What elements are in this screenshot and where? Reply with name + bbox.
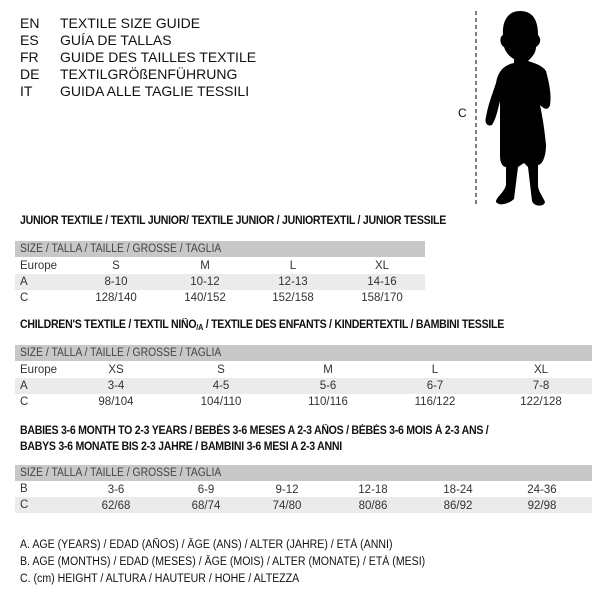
cell: 3-6: [107, 484, 125, 496]
row-label: Europe: [20, 364, 58, 376]
cell: 62/68: [101, 500, 131, 512]
row-label: Europe: [20, 260, 58, 272]
cell: 10-12: [190, 276, 220, 288]
cell: 8-10: [104, 276, 128, 288]
cell: M: [200, 260, 210, 272]
lang-title: GUIDA ALLE TAGLIE TESSILI: [60, 83, 250, 99]
size-header: SIZE / TALLA / TAILLE / GRÖSSE / TAGLIA: [20, 467, 222, 479]
cell: S: [217, 364, 225, 376]
size-header: SIZE / TALLA / TAILLE / GRÖSSE / TAGLIA: [20, 347, 222, 359]
table-header-bar: [15, 241, 425, 257]
note-a: A. AGE (YEARS) / EDAD (AÑOS) / ÂGE (ANS)…: [20, 539, 393, 551]
cell: 6-9: [197, 484, 215, 496]
stripe: [15, 274, 425, 290]
table-header-bar: [15, 465, 592, 481]
row-label: C: [20, 292, 29, 304]
children-title: CHILDREN'S TEXTILE / TEXTIL NIÑO/A / TEX…: [20, 319, 504, 332]
cell: 152/158: [272, 292, 314, 304]
row-label: C: [20, 499, 29, 511]
lang-code: FR: [20, 49, 39, 65]
lang-code: EN: [20, 15, 40, 31]
cell: 12-13: [278, 276, 308, 288]
row-label: B: [20, 483, 28, 495]
table-header-bar: [15, 345, 592, 361]
note-b: B. AGE (MONTHS) / EDAD (MESES) / ÂGE (MO…: [20, 556, 426, 568]
height-label: C: [458, 106, 467, 120]
lang-code: IT: [20, 83, 33, 99]
cell: 92/98: [527, 500, 557, 512]
title-part: CHILDREN'S TEXTILE / TEXTIL NIÑO: [20, 319, 197, 331]
stripe: [15, 378, 592, 394]
lang-title: TEXTILE SIZE GUIDE: [60, 15, 201, 31]
cell: 110/116: [308, 396, 348, 408]
title-part: / TEXTILE DES ENFANTS / KINDERTEXTIL / B…: [203, 319, 505, 331]
note-c: C. (cm) HEIGHT / ALTURA / HAUTEUR / HÖHE…: [20, 573, 300, 585]
cell: 24-36: [527, 484, 557, 496]
babies-title-line2: BABYS 3-6 MONATE BIS 2-3 JAHRE / BAMBINI…: [20, 441, 342, 453]
row-label: A: [20, 276, 28, 288]
cell: 18-24: [443, 484, 473, 496]
title-sub: /A: [196, 323, 204, 332]
cell: 128/140: [95, 292, 137, 304]
cell: M: [323, 364, 333, 376]
cell: 4-5: [212, 380, 230, 392]
cell: 9-12: [275, 484, 299, 496]
lang-title: TEXTILGRÖßENFÜHRUNG: [60, 66, 238, 82]
row-label: A: [20, 380, 28, 392]
cell: XL: [374, 260, 390, 272]
cell: 86/92: [443, 500, 473, 512]
cell: 80/86: [358, 500, 388, 512]
stripe: [15, 497, 592, 513]
cell: 3-4: [107, 380, 125, 392]
cell: 68/74: [191, 500, 221, 512]
size-header: SIZE / TALLA / TAILLE / GRÖSSE / TAGLIA: [20, 243, 222, 255]
cell: 140/152: [184, 292, 226, 304]
baby-silhouette-icon: [475, 11, 551, 207]
cell: 98/104: [98, 396, 134, 408]
row-label: C: [20, 396, 29, 408]
cell: 122/128: [520, 396, 562, 408]
cell: 7-8: [532, 380, 550, 392]
lang-code: ES: [20, 32, 39, 48]
cell: L: [289, 260, 297, 272]
cell: 5-6: [319, 380, 337, 392]
cell: 104/110: [200, 396, 242, 408]
lang-title: GUÍA DE TALLAS: [60, 32, 172, 48]
cell: 12-18: [358, 484, 388, 496]
cell: L: [431, 364, 439, 376]
cell: XL: [533, 364, 549, 376]
cell: 116/122: [414, 396, 456, 408]
cell: 74/80: [272, 500, 302, 512]
babies-title-line1: BABIES 3-6 MONTH TO 2-3 YEARS / BEBÉS 3-…: [20, 425, 489, 437]
lang-title: GUIDE DES TAILLES TEXTILE: [60, 49, 257, 65]
cell: S: [112, 260, 120, 272]
lang-code: DE: [20, 66, 40, 82]
cell: XS: [108, 364, 124, 376]
cell: 158/170: [361, 292, 403, 304]
cell: 6-7: [426, 380, 444, 392]
junior-title: JUNIOR TEXTILE / TEXTIL JUNIOR/ TEXTILE …: [20, 215, 447, 227]
cell: 14-16: [367, 276, 397, 288]
